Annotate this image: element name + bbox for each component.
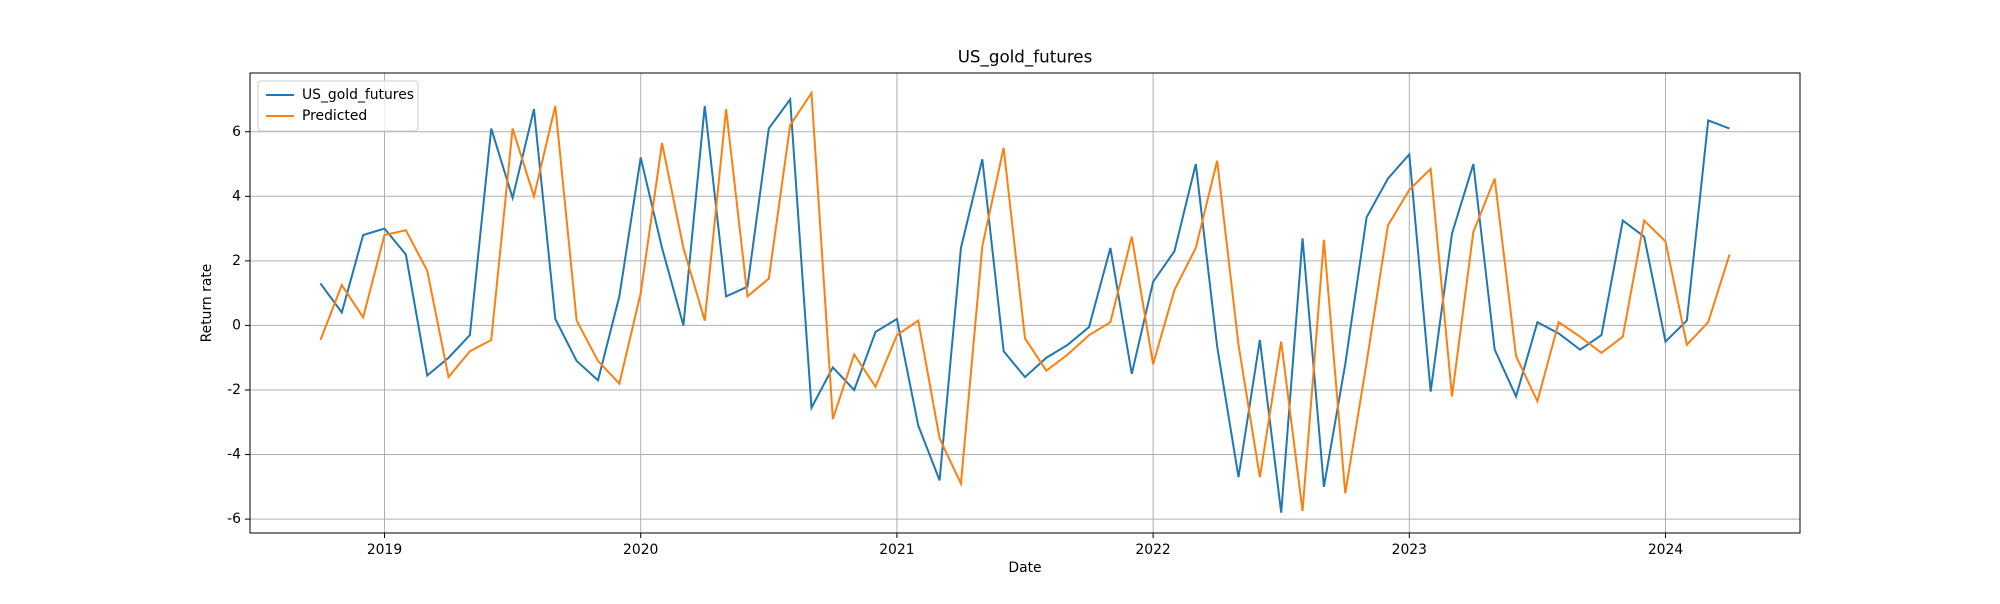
x-tick-label: 2024 <box>1648 542 1684 558</box>
series-line <box>319 89 1731 512</box>
x-tick-label: 2022 <box>1135 542 1170 558</box>
y-tick-label: 0 <box>232 317 241 333</box>
y-tick-label: -6 <box>227 511 241 527</box>
legend-label: US_gold_futures <box>302 87 414 103</box>
x-axis-label: Date <box>1008 560 1041 576</box>
plot-frame <box>249 72 1801 534</box>
x-tick-label: 2020 <box>623 542 658 558</box>
legend-box <box>257 80 419 132</box>
y-tick-label: 6 <box>232 124 241 140</box>
series-line <box>319 96 1730 513</box>
x-tick-label: 2021 <box>879 542 914 558</box>
x-tick-label: 2019 <box>367 542 402 558</box>
y-tick-label: -2 <box>227 382 241 398</box>
y-tick-label: 2 <box>232 253 241 269</box>
legend-label: Predicted <box>302 108 367 124</box>
y-tick-label: 4 <box>232 188 241 204</box>
chart-title: US_gold_futures <box>958 47 1093 68</box>
y-axis-label: Return rate <box>199 264 215 343</box>
x-tick-label: 2023 <box>1392 542 1427 558</box>
y-tick-label: -4 <box>227 447 241 463</box>
